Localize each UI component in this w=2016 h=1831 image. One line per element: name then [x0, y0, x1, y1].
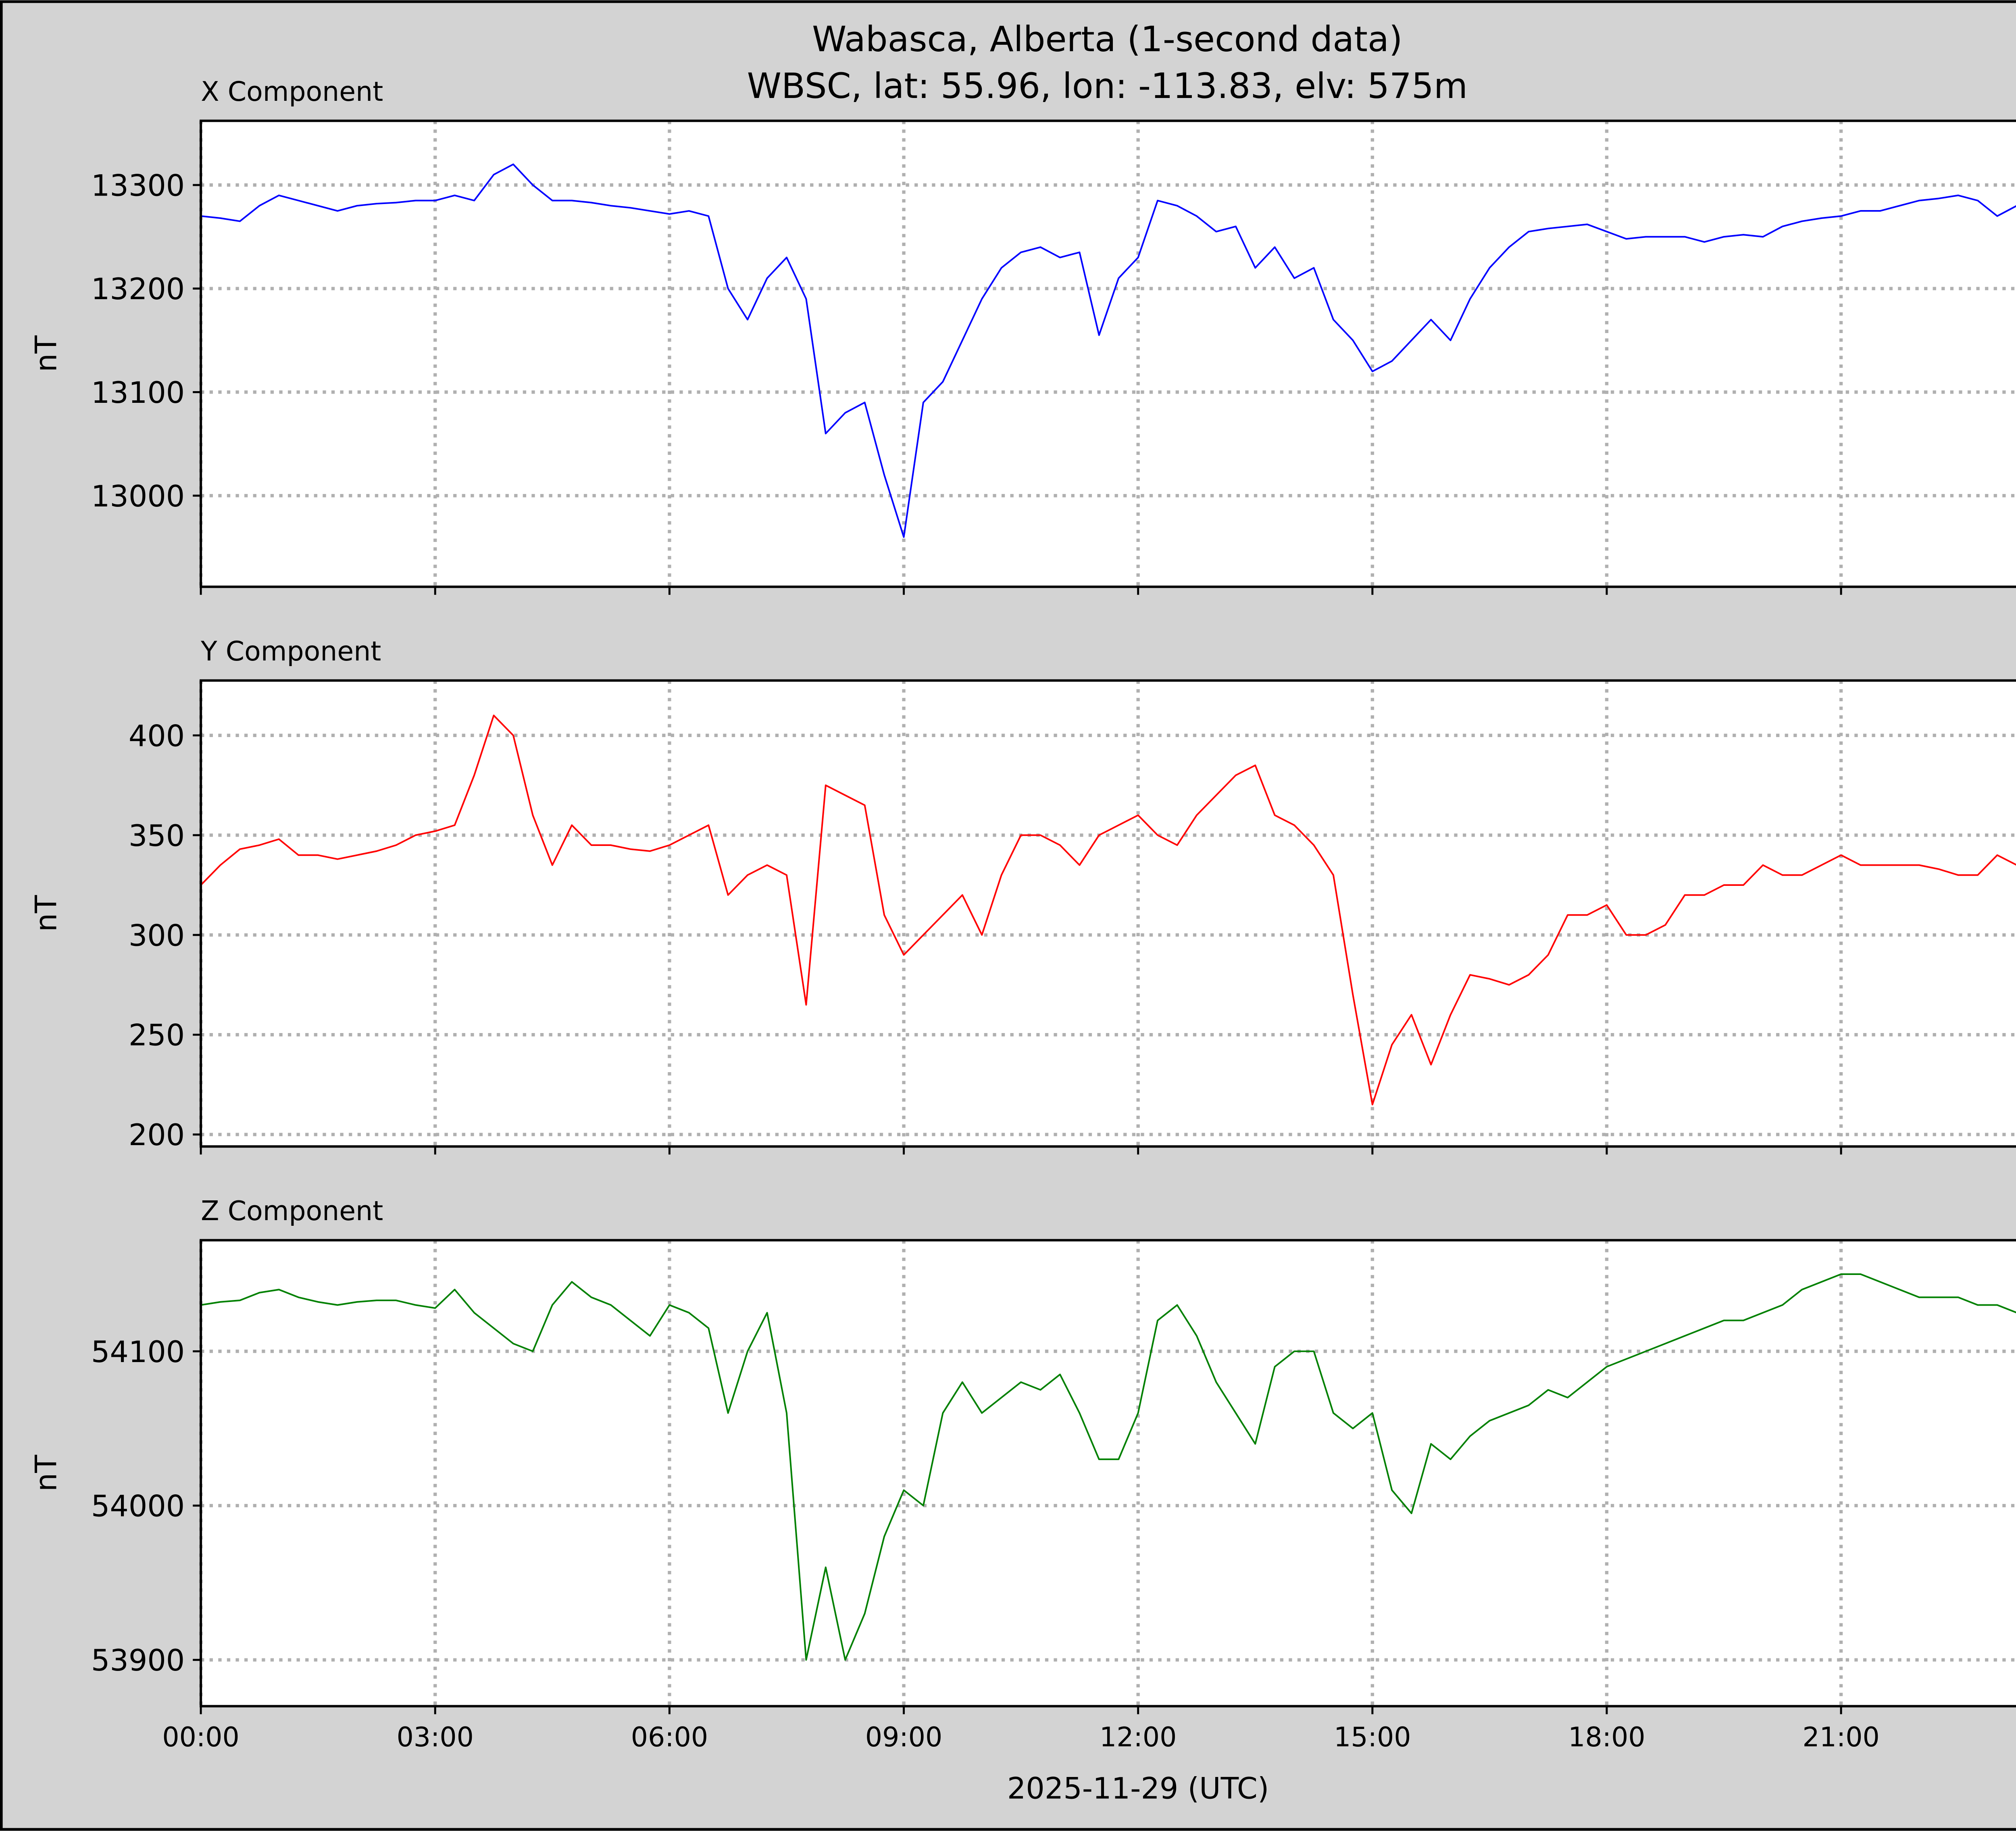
y-tick-label: 200 — [129, 1118, 185, 1152]
y-tick-label: 250 — [129, 1019, 185, 1053]
y-tick-label: 13000 — [91, 479, 185, 514]
panel-title: Y Component — [200, 635, 381, 667]
y-tick-label: 13300 — [91, 169, 185, 203]
y-axis-label: nT — [29, 895, 63, 932]
y-tick-label: 54100 — [91, 1335, 185, 1369]
panel-title: Z Component — [201, 1195, 383, 1227]
panel-title: X Component — [201, 76, 383, 107]
data-line — [200, 163, 2016, 538]
x-tick-label: 15:00 — [1334, 1721, 1411, 1753]
y-tick-label: 300 — [129, 919, 185, 953]
y-axis-label: nT — [29, 335, 63, 372]
y-tick-label: 350 — [129, 819, 185, 853]
x-axis-label: 2025-11-29 (UTC) — [1007, 1772, 1269, 1806]
plot-area — [201, 121, 2016, 587]
plot-frame — [200, 679, 2016, 1148]
plot-frame — [200, 1239, 2016, 1708]
x-tick-label: 21:00 — [1802, 1721, 1879, 1753]
x-tick-label: 12:00 — [1100, 1721, 1177, 1753]
x-tick-label: 18:00 — [1568, 1721, 1645, 1753]
y-axis-label: nT — [29, 1455, 63, 1491]
x-tick-label: 00:00 — [162, 1721, 239, 1753]
y-tick-label: 54000 — [91, 1489, 185, 1524]
x-tick-label: 06:00 — [631, 1721, 708, 1753]
y-tick-label: 13200 — [91, 272, 185, 306]
data-line — [200, 714, 2016, 1106]
plot-area — [201, 1240, 2016, 1706]
plot-area — [201, 680, 2016, 1147]
data-line — [200, 1273, 2016, 1661]
chart-subtitle: WBSC, lat: 55.96, lon: -113.83, elv: 575… — [747, 66, 1468, 106]
y-tick-label: 53900 — [91, 1644, 185, 1678]
x-tick-label: 03:00 — [397, 1721, 474, 1753]
y-tick-label: 400 — [129, 719, 185, 753]
chart-title: Wabasca, Alberta (1-second data) — [812, 19, 1403, 60]
x-tick-label: 09:00 — [865, 1721, 942, 1753]
y-tick-label: 13100 — [91, 376, 185, 410]
plot-frame — [200, 119, 2016, 588]
